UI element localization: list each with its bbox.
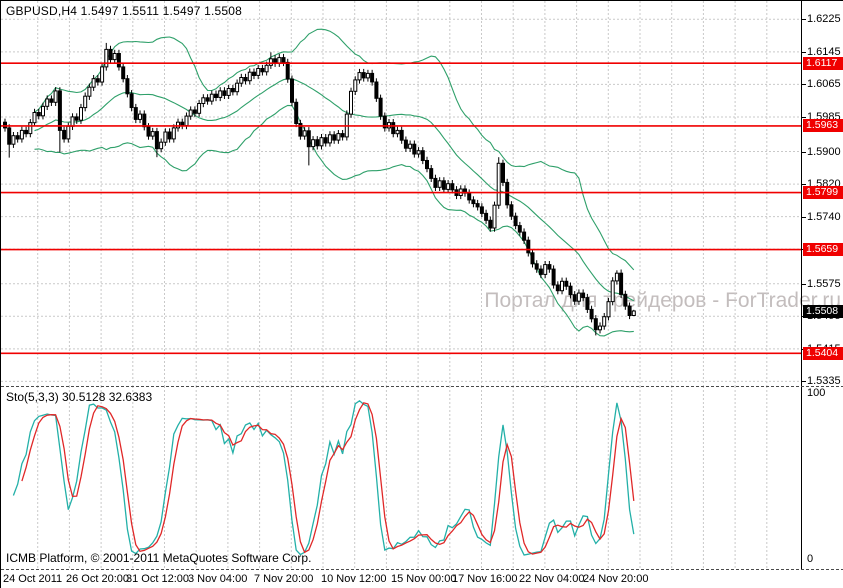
time-axis-label: 31 Oct 12:00 xyxy=(126,573,189,585)
sto-scale-max: 100 xyxy=(807,387,826,399)
time-axis-label: 7 Nov 20:00 xyxy=(254,573,314,585)
price-tick-mark xyxy=(801,52,806,53)
time-axis-label: 15 Nov 00:00 xyxy=(391,573,457,585)
sto-main-line xyxy=(12,399,635,556)
price-level-badge: 1.5963 xyxy=(803,119,843,132)
chart-title-ohlc: GBPUSD,H4 1.5497 1.5511 1.5497 1.5508 xyxy=(6,4,243,18)
price-tick-mark xyxy=(801,152,806,153)
time-axis-label: 22 Nov 04:00 xyxy=(519,573,585,585)
price-tick-label: 1.5740 xyxy=(807,211,841,223)
axis-border xyxy=(801,1,802,569)
price-tick-mark xyxy=(801,184,806,185)
price-tick-mark xyxy=(801,381,806,382)
price-tick-mark xyxy=(801,284,806,285)
indicator-label: Sto(5,3,3) 30.5128 32.6383 xyxy=(6,390,153,404)
time-axis[interactable]: 24 Oct 2011 26 Oct 20:00 31 Oct 12:00 3 Nov… xyxy=(1,570,843,588)
price-tick-label: 1.6225 xyxy=(807,13,841,25)
price-tick-label: 1.6065 xyxy=(807,78,841,90)
price-tick-label: 1.6145 xyxy=(807,46,841,58)
main-chart-canvas[interactable] xyxy=(1,1,802,386)
price-level-badge: 1.6117 xyxy=(803,57,843,70)
time-axis-label: 3 Nov 04:00 xyxy=(188,573,248,585)
price-level-badge: 1.5659 xyxy=(803,243,843,256)
time-axis-border xyxy=(1,569,843,570)
main-grid xyxy=(1,1,801,386)
price-axis[interactable]: 1.6225 1.6145 1.6065 1.5985 1.5900 1.5820 1.57… xyxy=(801,1,843,569)
sto-grid xyxy=(37,386,768,569)
price-tick-mark xyxy=(801,217,806,218)
candles xyxy=(3,42,636,336)
time-axis-label: 24 Nov 20:00 xyxy=(583,573,649,585)
price-tick-label: 1.5900 xyxy=(807,146,841,158)
price-tick-mark xyxy=(801,117,806,118)
sto-scale-min: 0 xyxy=(807,553,814,565)
stochastic-canvas[interactable] xyxy=(1,386,802,569)
time-axis-label: 26 Oct 20:00 xyxy=(66,573,129,585)
price-level-badge: 1.5404 xyxy=(803,347,843,360)
sto-signal-line xyxy=(21,402,635,555)
copyright-text: ICMB Platform, © 2001-2011 MetaQuotes So… xyxy=(6,551,312,565)
current-price-badge: 1.5508 xyxy=(803,305,843,318)
time-axis-label: 17 Nov 16:00 xyxy=(452,573,518,585)
panel-separator xyxy=(1,386,843,387)
support-resistance-lines[interactable] xyxy=(1,62,801,355)
price-tick-mark xyxy=(801,84,806,85)
time-axis-label: 10 Nov 12:00 xyxy=(321,573,387,585)
price-tick-label: 1.5335 xyxy=(807,375,841,387)
price-level-badge: 1.5799 xyxy=(803,186,843,199)
time-axis-label: 24 Oct 2011 xyxy=(3,573,63,585)
price-tick-label: 1.5575 xyxy=(807,278,841,290)
price-tick-mark xyxy=(801,19,806,20)
